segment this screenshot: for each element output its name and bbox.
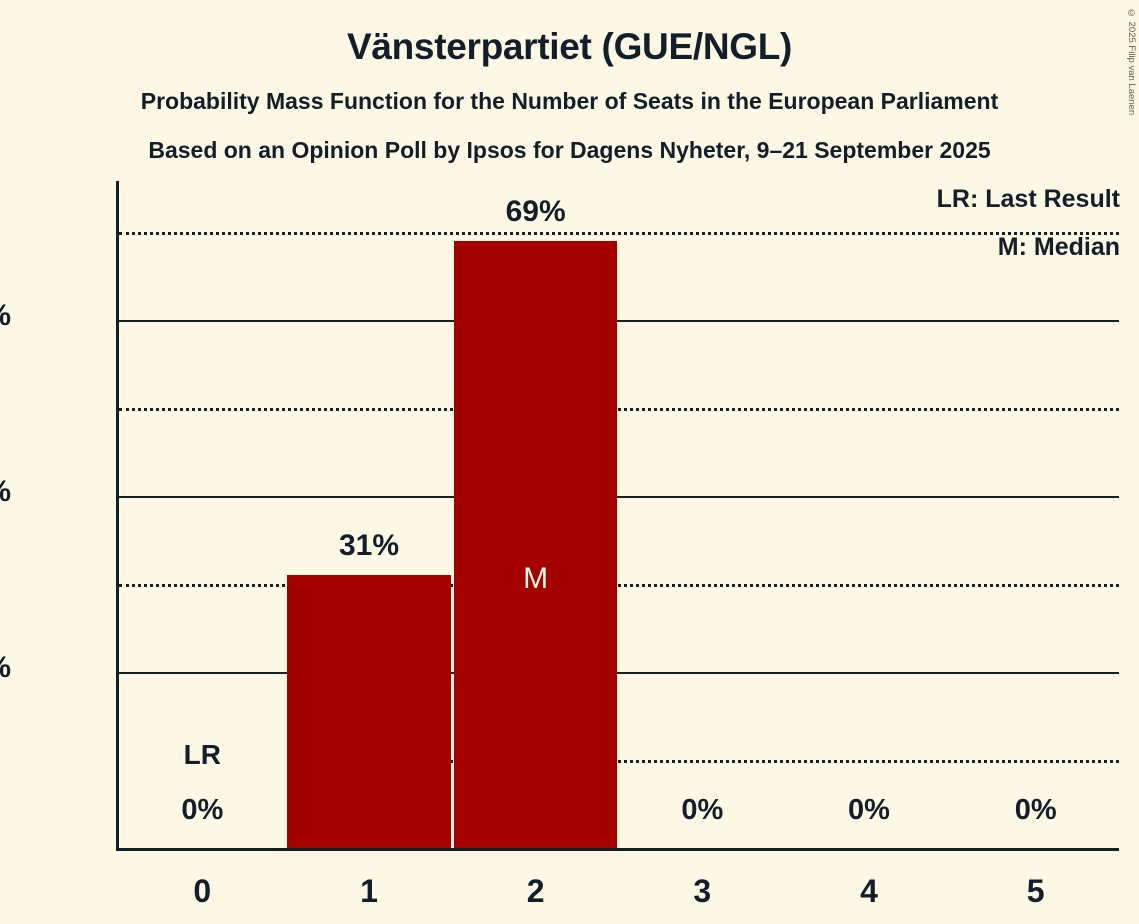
gridline-minor <box>119 584 1119 588</box>
x-axis-tick-label: 4 <box>860 873 878 909</box>
x-axis-tick-label: 2 <box>526 873 545 909</box>
bar-value-label: 0% <box>681 794 724 826</box>
gridline-minor <box>119 232 1119 236</box>
bar[interactable] <box>287 575 451 848</box>
y-axis-tick-label: 40% <box>0 475 11 509</box>
bar-value-label: 0% <box>181 794 224 826</box>
x-axis-tick-label: 5 <box>1026 873 1045 909</box>
bar[interactable] <box>454 240 618 848</box>
bar-value-label: 0% <box>848 794 890 826</box>
gridline-major <box>119 320 1119 323</box>
copyright-notice: © 2025 Filip van Laenen <box>1126 8 1137 116</box>
x-axis-tick-label: 1 <box>360 873 378 909</box>
x-axis-tick-label: 3 <box>693 873 712 909</box>
plot-area <box>116 181 1119 851</box>
gridline-minor <box>119 408 1119 412</box>
y-axis-tick-label: 60% <box>0 299 11 333</box>
median-marker-label: M <box>523 562 549 596</box>
legend-median: M: Median <box>997 233 1120 261</box>
legend-last-result: LR: Last Result <box>936 185 1120 213</box>
gridline-major <box>119 672 1119 674</box>
chart-subtitle-source: Based on an Opinion Poll by Ipsos for Da… <box>148 137 991 163</box>
bar-value-label: 0% <box>1014 794 1057 826</box>
bar-value-label: 31% <box>338 529 399 563</box>
x-axis-tick-label: 0 <box>193 873 212 909</box>
x-axis-line <box>116 848 1119 851</box>
y-axis-tick-label: 20% <box>0 651 11 685</box>
gridline-minor <box>119 760 1119 763</box>
page-title: Vänsterpartiet (GUE/NGL) <box>346 26 793 67</box>
bar-value-label: 69% <box>505 194 566 228</box>
last-result-marker-label: LR <box>119 739 286 771</box>
gridline-major <box>119 496 1119 499</box>
y-axis-line <box>116 181 119 848</box>
chart-subtitle-primary: Probability Mass Function for the Number… <box>140 88 999 114</box>
